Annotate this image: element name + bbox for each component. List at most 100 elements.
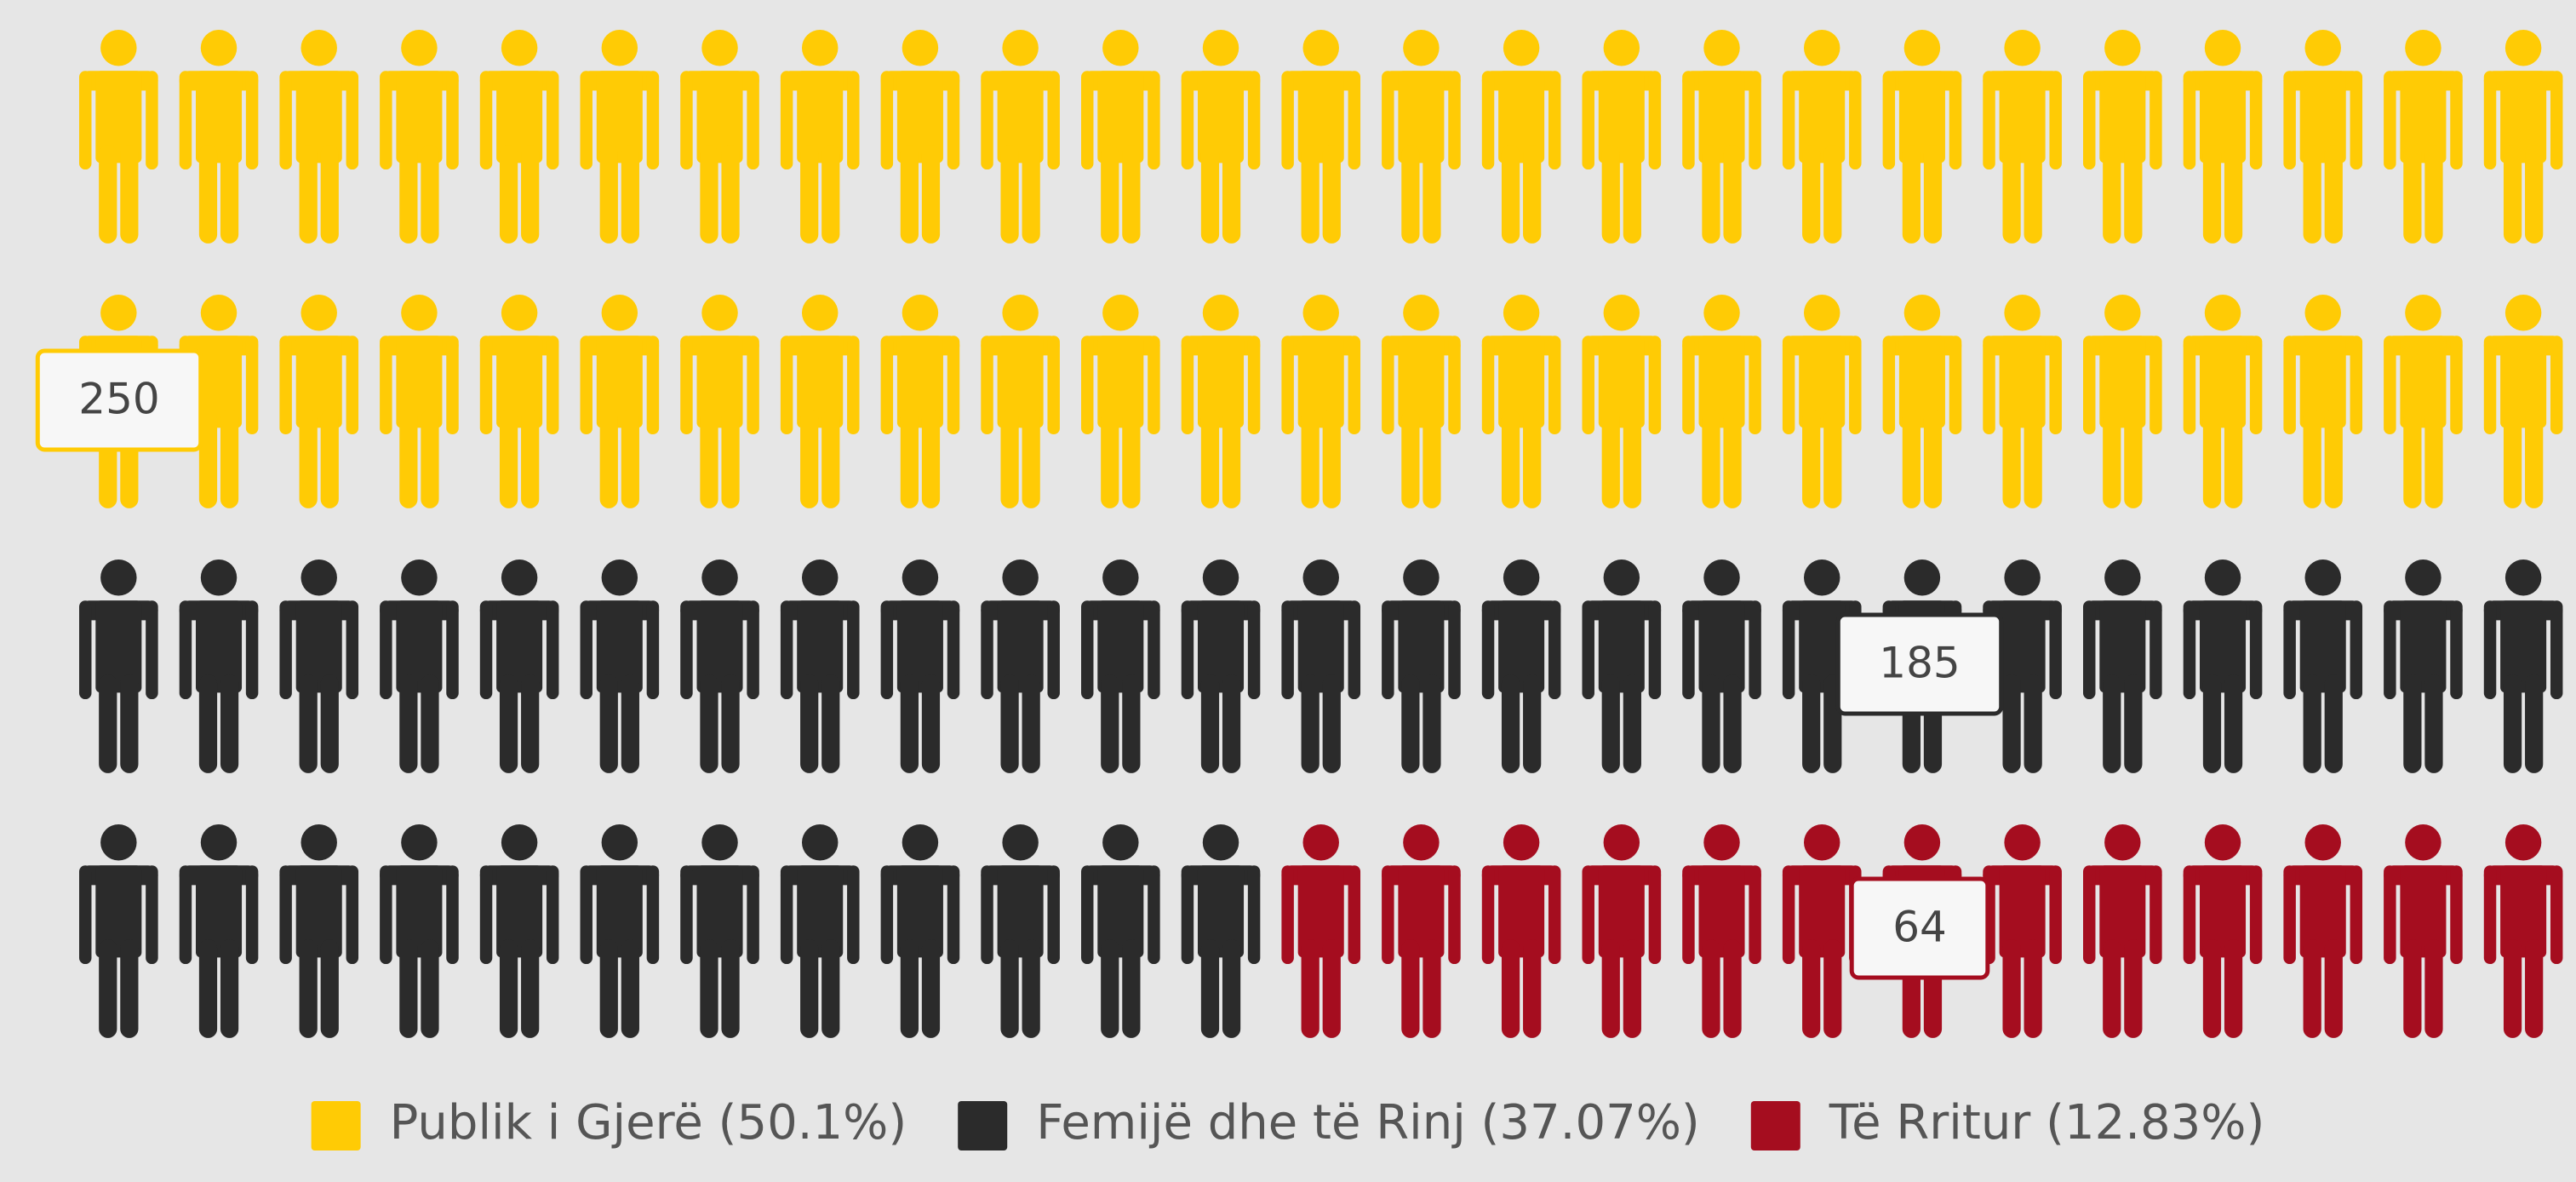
person-icon xyxy=(279,559,359,773)
person-icon xyxy=(780,30,860,244)
person-icon xyxy=(2083,559,2162,773)
person-icon xyxy=(479,824,559,1038)
person-icon xyxy=(2384,559,2463,773)
person-icon xyxy=(179,30,259,244)
person-icon xyxy=(1682,559,1761,773)
person-icon xyxy=(580,559,660,773)
person-icon xyxy=(1181,295,1261,508)
person-icon xyxy=(1983,559,2062,773)
person-icon xyxy=(2283,295,2363,508)
person-icon xyxy=(1582,30,1662,244)
legend-item: Femijë dhe të Rinj (37.07%) xyxy=(958,1095,1700,1150)
person-icon xyxy=(2283,824,2363,1038)
value-label-box xyxy=(35,348,203,452)
person-icon xyxy=(1382,295,1461,508)
person-icon xyxy=(780,824,860,1038)
person-icon xyxy=(479,30,559,244)
person-icon xyxy=(580,295,660,508)
person-icon xyxy=(1481,824,1561,1038)
person-icon xyxy=(780,559,860,773)
person-icon xyxy=(680,824,759,1038)
person-icon xyxy=(1481,295,1561,508)
person-icon xyxy=(1281,559,1361,773)
person-icon xyxy=(1181,824,1261,1038)
person-icon xyxy=(279,824,359,1038)
person-icon xyxy=(1983,295,2062,508)
legend-swatch xyxy=(958,1101,1008,1150)
person-icon xyxy=(981,824,1060,1038)
person-icon xyxy=(880,30,960,244)
value-label-box xyxy=(1835,612,2004,716)
person-icon xyxy=(680,295,759,508)
person-icon xyxy=(1382,559,1461,773)
legend-item: Të Rritur (12.83%) xyxy=(1750,1095,2265,1150)
person-icon xyxy=(880,824,960,1038)
person-icon xyxy=(179,559,259,773)
person-icon xyxy=(1382,824,1461,1038)
person-icon xyxy=(2183,295,2263,508)
person-icon xyxy=(179,295,259,508)
person-icon xyxy=(580,30,660,244)
value-label-text: 64 xyxy=(1892,903,1947,952)
person-icon xyxy=(1081,824,1160,1038)
person-icon xyxy=(880,559,960,773)
person-icon xyxy=(2183,30,2263,244)
person-icon xyxy=(2083,30,2162,244)
person-icon xyxy=(2483,824,2563,1038)
person-icon xyxy=(680,559,759,773)
person-icon xyxy=(380,559,459,773)
person-icon xyxy=(2083,295,2162,508)
person-icon xyxy=(981,30,1060,244)
person-icon xyxy=(2183,559,2263,773)
person-icon xyxy=(1582,295,1662,508)
value-label: 185 xyxy=(1835,612,2004,716)
person-icon xyxy=(2384,30,2463,244)
person-icon xyxy=(2384,295,2463,508)
person-icon xyxy=(2483,295,2563,508)
legend-item: Publik i Gjerë (50.1%) xyxy=(311,1095,907,1150)
person-icon xyxy=(1882,295,1962,508)
person-icon xyxy=(380,30,459,244)
person-icon xyxy=(680,30,759,244)
person-icon xyxy=(2283,30,2363,244)
legend-label: Femijë dhe të Rinj (37.07%) xyxy=(1036,1095,1700,1150)
legend-label: Të Rritur (12.83%) xyxy=(1829,1095,2265,1150)
person-icon xyxy=(1081,30,1160,244)
person-icon xyxy=(1682,295,1761,508)
person-icon xyxy=(1582,559,1662,773)
legend-swatch xyxy=(1750,1101,1800,1150)
person-icon xyxy=(1382,30,1461,244)
person-icon xyxy=(1181,30,1261,244)
person-icon xyxy=(1983,30,2062,244)
legend-label: Publik i Gjerë (50.1%) xyxy=(390,1095,907,1150)
person-icon xyxy=(1081,559,1160,773)
person-icon xyxy=(1181,559,1261,773)
person-icon xyxy=(1281,295,1361,508)
person-icon xyxy=(1481,559,1561,773)
person-icon xyxy=(880,295,960,508)
person-icon xyxy=(279,30,359,244)
person-icon xyxy=(981,559,1060,773)
person-icon xyxy=(79,559,158,773)
person-icon xyxy=(79,824,158,1038)
person-icon xyxy=(479,559,559,773)
legend-swatch xyxy=(311,1101,361,1150)
person-icon xyxy=(2283,559,2363,773)
person-icon xyxy=(1281,30,1361,244)
person-icon xyxy=(2183,824,2263,1038)
person-icon xyxy=(2483,559,2563,773)
person-icon xyxy=(380,824,459,1038)
person-icon xyxy=(1081,295,1160,508)
value-label: 64 xyxy=(1849,876,1990,980)
person-icon xyxy=(2384,824,2463,1038)
person-icon xyxy=(380,295,459,508)
person-icon xyxy=(580,824,660,1038)
value-label-text: 185 xyxy=(1879,639,1960,688)
person-icon xyxy=(2083,824,2162,1038)
person-icon xyxy=(1782,30,1862,244)
person-icon xyxy=(1481,30,1561,244)
person-icon xyxy=(179,824,259,1038)
